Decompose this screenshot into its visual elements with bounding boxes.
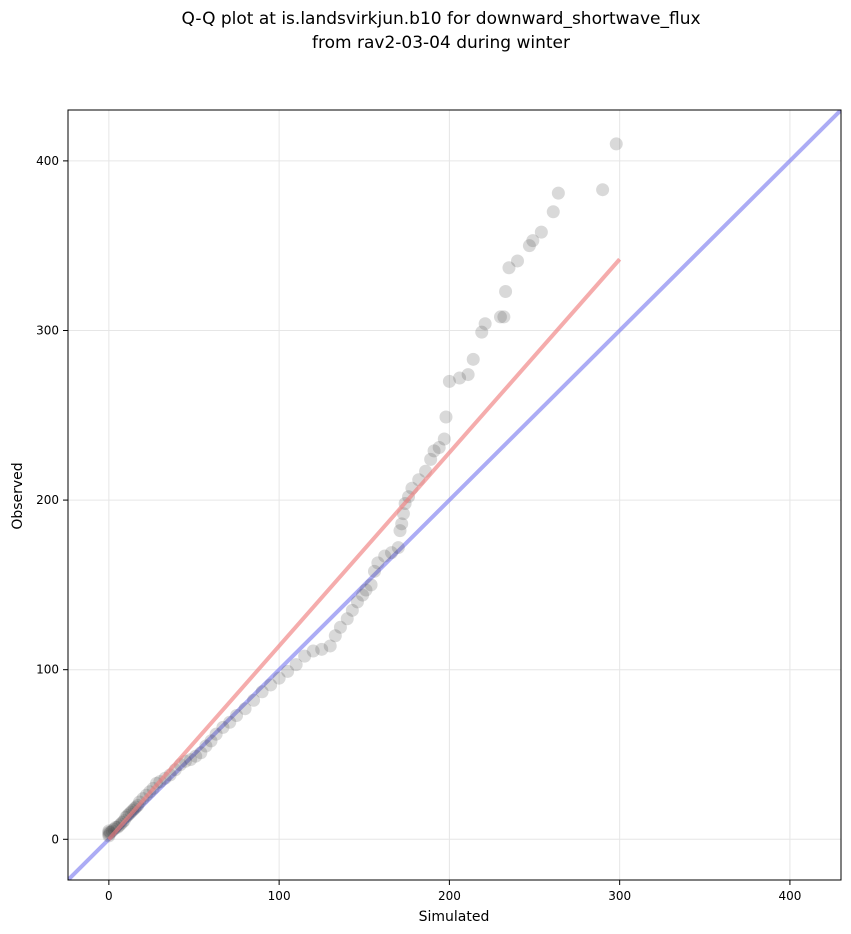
data-point [478,317,492,331]
data-point [378,549,392,563]
data-point [497,310,511,324]
data-point [223,715,237,729]
data-point [393,524,407,538]
axis-ticks: 0 100 200 300 400 0 100 200 300 400 [36,154,801,903]
data-point [475,325,489,339]
data-point [427,444,441,458]
data-point [437,432,451,446]
y-tick-label: 200 [36,493,59,507]
data-point [534,225,548,239]
y-tick-label: 300 [36,323,59,337]
data-point [499,284,513,298]
data-point [442,374,456,388]
data-point [323,639,337,653]
data-point [371,556,385,570]
data-point [328,629,342,643]
data-point [424,452,438,466]
data-point [461,368,475,382]
data-point [255,685,269,699]
data-point [385,546,399,560]
data-point [522,239,536,253]
data-point [315,642,329,656]
data-point [493,310,507,324]
data-point [264,678,278,692]
x-tick-label: 0 [105,889,113,903]
data-point [526,234,540,248]
data-point [289,658,303,672]
data-point [359,583,373,597]
y-tick-label: 100 [36,663,59,677]
data-point [281,664,295,678]
data-point [502,261,516,275]
data-point [395,517,409,531]
data-point [439,410,453,424]
data-point [247,693,261,707]
plot-frame [67,109,842,881]
data-point [298,649,312,663]
data-point [391,541,405,555]
data-point [216,720,230,734]
data-point [350,595,364,609]
data-point [356,588,370,602]
plot-area [68,110,841,880]
data-point [238,702,252,716]
data-point [551,186,565,200]
data-point [194,746,208,760]
data-point [466,352,480,366]
data-point [199,739,213,753]
x-tick-label: 200 [438,889,461,903]
data-point [306,644,320,658]
y-tick-label: 0 [51,832,59,846]
data-point [272,671,286,685]
y-axis-label: Observed [10,462,26,529]
data-point [204,734,218,748]
data-point [546,205,560,219]
identity-line [68,110,841,880]
x-tick-label: 400 [778,889,801,903]
chart-title-line-2: from rav2-03-04 during winter [312,33,570,53]
data-point [230,708,244,722]
chart-title-line-1: Q-Q plot at is.landsvirkjun.b10 for down… [181,9,700,29]
data-point [510,254,524,268]
fit-line [107,257,622,841]
data-point [432,441,446,455]
data-point [345,603,359,617]
data-points [102,137,623,843]
data-point [367,564,381,578]
data-point [333,620,347,634]
x-axis-label: Simulated [419,909,490,925]
data-point [364,578,378,592]
data-point [609,137,623,151]
data-point [209,727,223,741]
data-point [184,753,198,767]
data-point [189,749,203,763]
data-point [453,371,467,385]
data-point [340,612,354,626]
x-tick-label: 100 [268,889,291,903]
data-point [596,183,610,197]
x-tick-label: 300 [608,889,631,903]
y-tick-label: 400 [36,154,59,168]
grid [68,110,841,880]
